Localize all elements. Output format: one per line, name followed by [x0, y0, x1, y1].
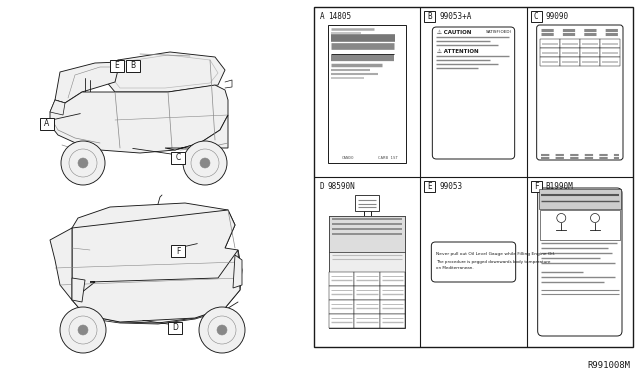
Text: E: E — [428, 182, 432, 191]
Text: 99053+A: 99053+A — [439, 12, 472, 21]
Polygon shape — [72, 250, 240, 322]
Bar — [329, 272, 355, 286]
Bar — [314, 7, 633, 347]
Text: B: B — [131, 61, 136, 71]
Text: C: C — [175, 154, 180, 163]
Circle shape — [217, 325, 227, 335]
Circle shape — [557, 214, 566, 222]
Text: 14805: 14805 — [328, 12, 351, 21]
Bar — [355, 314, 380, 328]
Text: E: E — [115, 61, 120, 71]
Circle shape — [78, 325, 88, 335]
Text: B: B — [428, 12, 432, 21]
Text: ⚠ ATTENTION: ⚠ ATTENTION — [437, 48, 479, 54]
Text: A: A — [320, 12, 324, 21]
Circle shape — [69, 149, 97, 177]
Bar — [600, 48, 620, 57]
Polygon shape — [72, 210, 242, 323]
Bar — [540, 57, 560, 66]
Bar — [380, 300, 406, 314]
Polygon shape — [50, 228, 72, 300]
Polygon shape — [90, 247, 225, 282]
Bar — [540, 39, 560, 48]
Bar — [580, 57, 600, 66]
Polygon shape — [50, 85, 228, 153]
Bar — [539, 189, 621, 209]
Circle shape — [191, 149, 219, 177]
Bar — [580, 48, 600, 57]
Text: The procedure is pegged downwards body temperature: The procedure is pegged downwards body t… — [436, 260, 550, 264]
Text: F: F — [176, 247, 180, 256]
Bar — [380, 286, 406, 300]
Bar — [126, 60, 140, 72]
FancyBboxPatch shape — [431, 242, 516, 282]
Bar — [424, 11, 435, 22]
Bar — [560, 48, 580, 57]
Bar — [531, 181, 541, 192]
Circle shape — [183, 141, 227, 185]
Polygon shape — [233, 255, 242, 288]
FancyBboxPatch shape — [537, 25, 623, 160]
Polygon shape — [50, 100, 65, 115]
Text: ⚠ CAUTION: ⚠ CAUTION — [437, 29, 472, 35]
Bar — [560, 57, 580, 66]
Bar — [380, 272, 406, 286]
Bar — [424, 181, 435, 192]
Bar — [355, 195, 379, 211]
Bar — [580, 39, 600, 48]
Bar — [540, 210, 620, 240]
Bar — [329, 216, 406, 252]
Text: D: D — [320, 182, 324, 191]
FancyBboxPatch shape — [433, 27, 515, 159]
Circle shape — [199, 307, 245, 353]
Circle shape — [61, 141, 105, 185]
Text: R991008M: R991008M — [587, 362, 630, 371]
Polygon shape — [72, 203, 235, 253]
Text: A: A — [44, 119, 50, 128]
Polygon shape — [72, 278, 85, 302]
FancyBboxPatch shape — [538, 188, 622, 336]
Circle shape — [69, 316, 97, 344]
Text: 99053: 99053 — [439, 182, 463, 191]
Text: SATISF(OED): SATISF(OED) — [486, 30, 511, 34]
Bar — [110, 60, 124, 72]
Circle shape — [78, 158, 88, 168]
Text: D: D — [172, 324, 178, 333]
Bar — [328, 25, 406, 163]
Text: CARB 1ST: CARB 1ST — [378, 156, 397, 160]
Text: CANDO: CANDO — [342, 156, 355, 160]
Bar — [329, 286, 355, 300]
Text: 98590N: 98590N — [328, 182, 356, 191]
Polygon shape — [165, 115, 228, 150]
Bar — [600, 57, 620, 66]
Bar — [329, 300, 355, 314]
Text: C: C — [534, 12, 538, 21]
Bar — [560, 39, 580, 48]
Bar — [329, 314, 355, 328]
Bar — [540, 48, 560, 57]
Bar — [171, 152, 185, 164]
Bar — [329, 252, 406, 272]
Bar — [40, 118, 54, 130]
Bar — [600, 39, 620, 48]
Text: Never pull out Oil Level Gauge while Filling Engine Oil.: Never pull out Oil Level Gauge while Fil… — [436, 252, 556, 256]
Circle shape — [208, 316, 236, 344]
Circle shape — [60, 307, 106, 353]
Bar — [171, 245, 185, 257]
Text: on Mediterranean.: on Mediterranean. — [436, 266, 474, 270]
Bar — [531, 11, 541, 22]
Bar — [168, 322, 182, 334]
Bar — [355, 300, 380, 314]
Circle shape — [200, 158, 210, 168]
Bar — [355, 272, 380, 286]
Polygon shape — [55, 62, 120, 103]
Circle shape — [591, 214, 600, 222]
Bar — [355, 286, 380, 300]
Text: 99090: 99090 — [546, 12, 569, 21]
Polygon shape — [105, 52, 225, 92]
Bar — [329, 216, 406, 328]
Text: F: F — [534, 182, 538, 191]
Text: B1990M: B1990M — [546, 182, 573, 191]
Bar — [380, 314, 406, 328]
